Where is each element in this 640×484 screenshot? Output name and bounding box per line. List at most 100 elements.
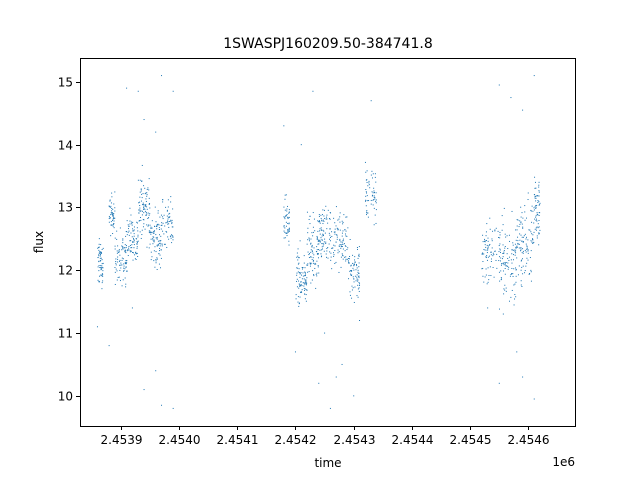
data-point <box>365 195 367 197</box>
data-point <box>320 256 322 258</box>
data-point <box>303 287 305 289</box>
data-point <box>121 259 123 261</box>
data-point <box>346 249 348 251</box>
data-point <box>108 221 110 223</box>
data-point <box>324 332 326 334</box>
data-point <box>118 276 120 278</box>
data-point <box>515 246 517 248</box>
data-point <box>494 250 496 252</box>
data-point <box>325 218 327 220</box>
data-point <box>321 246 323 248</box>
data-point <box>122 279 124 281</box>
data-point <box>118 249 120 251</box>
data-point <box>148 247 150 249</box>
data-point <box>524 205 526 207</box>
data-point <box>137 236 139 238</box>
data-point <box>151 231 153 233</box>
data-point <box>348 258 350 260</box>
data-point <box>115 264 117 266</box>
data-point <box>342 243 344 245</box>
data-point <box>344 243 345 245</box>
x-tick-label: 2.4543 <box>334 433 376 447</box>
data-point <box>529 273 531 275</box>
data-point <box>299 276 301 278</box>
data-point <box>336 238 338 240</box>
data-point <box>516 257 518 259</box>
data-point <box>112 224 114 226</box>
data-point <box>510 259 512 261</box>
data-point <box>98 260 100 262</box>
data-point <box>366 200 368 202</box>
data-point <box>515 296 517 298</box>
data-point <box>304 288 306 290</box>
data-point <box>168 226 170 228</box>
data-point <box>538 226 540 228</box>
data-point <box>124 247 126 249</box>
data-point <box>536 212 538 214</box>
data-point <box>489 243 491 245</box>
data-point <box>313 259 315 261</box>
data-point <box>365 179 367 181</box>
data-point <box>504 284 506 286</box>
data-point <box>134 254 136 256</box>
data-point <box>515 281 517 283</box>
data-point <box>288 240 290 242</box>
data-point <box>307 271 309 273</box>
data-point <box>533 398 535 400</box>
data-point <box>526 245 528 247</box>
data-point <box>327 257 329 259</box>
data-point <box>153 240 155 242</box>
data-point <box>172 236 174 238</box>
data-point <box>496 267 498 269</box>
data-point <box>154 246 156 248</box>
data-point <box>500 277 502 279</box>
data-point <box>372 199 374 201</box>
data-point <box>143 185 145 187</box>
data-point <box>527 249 529 251</box>
data-point <box>503 262 505 264</box>
data-point <box>511 267 513 269</box>
data-point <box>511 210 513 212</box>
data-point <box>538 244 540 246</box>
data-point <box>525 243 527 245</box>
data-point <box>98 265 100 267</box>
data-point <box>330 236 332 238</box>
data-point <box>121 285 123 287</box>
data-point <box>526 236 527 238</box>
data-point <box>336 227 338 229</box>
data-point <box>147 187 149 189</box>
data-point <box>150 259 152 261</box>
data-point <box>156 228 158 230</box>
data-point <box>539 204 541 206</box>
data-point <box>117 261 119 263</box>
data-point <box>352 276 354 278</box>
data-point <box>537 214 539 216</box>
data-point <box>170 237 172 239</box>
data-point <box>321 255 323 257</box>
data-point <box>166 215 168 217</box>
data-point <box>137 256 139 257</box>
data-point <box>308 254 310 256</box>
data-point <box>345 256 347 258</box>
data-point <box>335 206 337 208</box>
data-point <box>288 229 290 231</box>
data-point <box>524 249 526 251</box>
data-point <box>539 202 541 204</box>
data-point <box>538 201 540 203</box>
data-point <box>125 245 127 247</box>
data-point <box>305 282 307 284</box>
data-point <box>317 266 319 268</box>
data-point <box>296 280 298 282</box>
data-point <box>332 247 334 249</box>
data-point <box>171 234 173 236</box>
data-point <box>356 295 358 297</box>
data-point <box>490 260 492 262</box>
data-point <box>330 259 332 261</box>
data-point <box>366 212 368 214</box>
data-point <box>143 223 145 225</box>
data-point <box>141 180 143 182</box>
data-point <box>301 291 303 293</box>
data-point <box>320 229 322 231</box>
data-point <box>346 216 348 218</box>
data-point <box>504 247 506 249</box>
